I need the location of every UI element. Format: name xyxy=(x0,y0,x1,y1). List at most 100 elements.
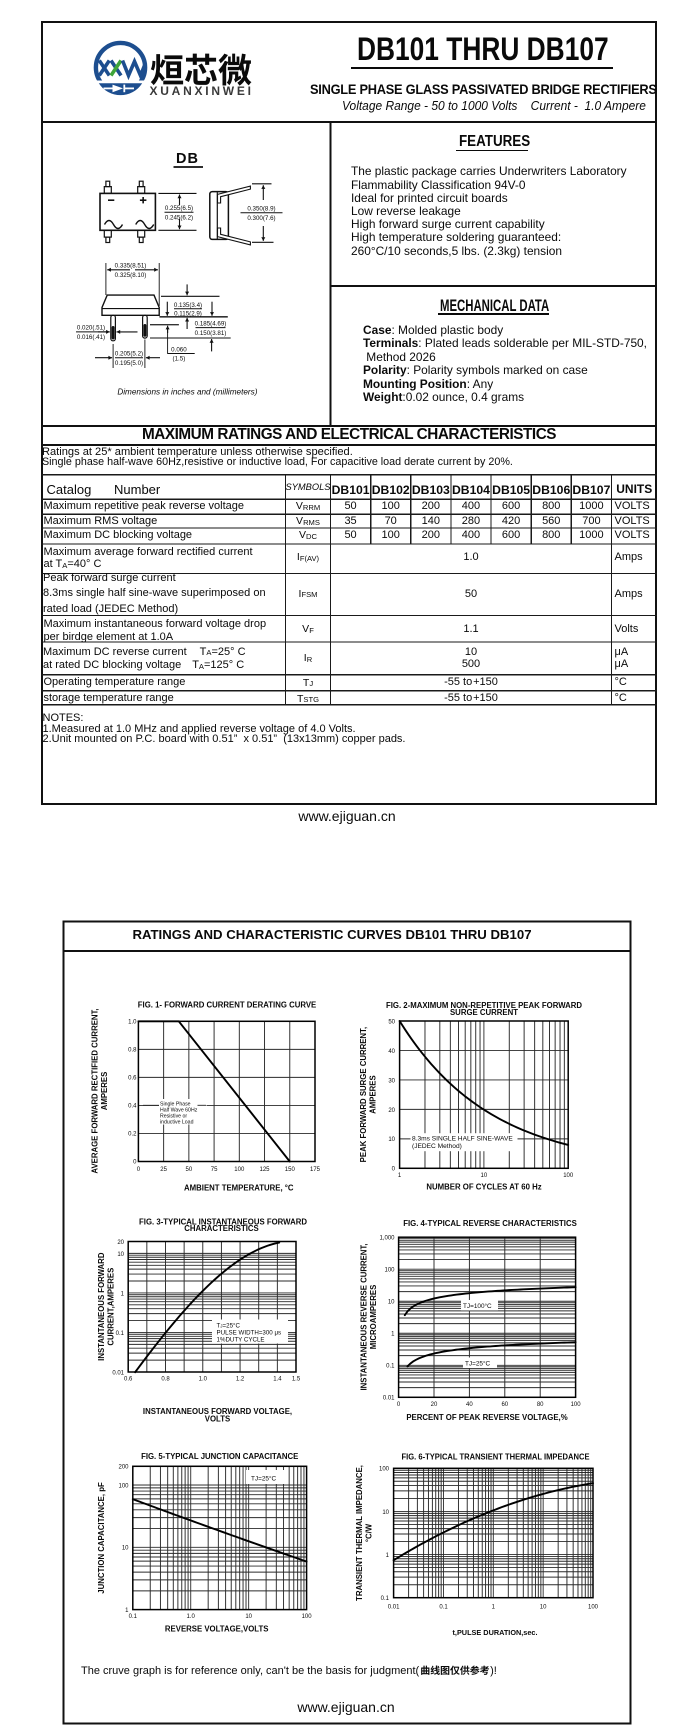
svg-text:)!: )! xyxy=(490,1665,497,1677)
svg-text:JUNCTION CAPACITANCE, pF: JUNCTION CAPACITANCE, pF xyxy=(97,1482,106,1594)
svg-text:INSTANTANEOUS REVERSE CURRENT,: INSTANTANEOUS REVERSE CURRENT, xyxy=(360,1244,369,1391)
svg-text:CHARACTERISTICS: CHARACTERISTICS xyxy=(184,1224,259,1233)
svg-text:100: 100 xyxy=(588,1605,599,1611)
svg-text:INSTANTANEOUS FORWARD VOLTAGE,: INSTANTANEOUS FORWARD VOLTAGE, xyxy=(143,1407,292,1416)
svg-text:10: 10 xyxy=(117,1252,124,1258)
svg-text:10: 10 xyxy=(540,1605,547,1611)
svg-text:175: 175 xyxy=(310,1167,321,1173)
svg-text:0.6: 0.6 xyxy=(124,1377,133,1383)
svg-text:10: 10 xyxy=(388,1300,395,1306)
svg-text:The cruve graph is for referen: The cruve graph is for reference only, c… xyxy=(81,1665,420,1677)
svg-text:0.01: 0.01 xyxy=(388,1605,400,1611)
svg-text:50: 50 xyxy=(388,1019,395,1025)
svg-text:Dimensions in inches and (mill: Dimensions in inches and (millimeters) xyxy=(117,387,257,396)
svg-text:0.1: 0.1 xyxy=(439,1605,448,1611)
svg-text:0: 0 xyxy=(397,1402,401,1408)
svg-text:MICROAMPERES: MICROAMPERES xyxy=(369,1285,378,1350)
svg-text:1: 1 xyxy=(398,1173,402,1179)
svg-text:FIG. 3-TYPICAL INSTANTANEOUS F: FIG. 3-TYPICAL INSTANTANEOUS FORWARD xyxy=(139,1217,307,1226)
svg-text:50: 50 xyxy=(186,1167,193,1173)
svg-text:1,000: 1,000 xyxy=(379,1236,395,1242)
svg-text:40: 40 xyxy=(388,1049,395,1055)
svg-text:0.6: 0.6 xyxy=(128,1076,137,1082)
svg-text:0.245(6.2): 0.245(6.2) xyxy=(165,215,193,222)
svg-text:1.0: 1.0 xyxy=(199,1377,208,1383)
svg-text:AVERAGE FORWARD RECTIFIED CURR: AVERAGE FORWARD RECTIFIED CURRENT, xyxy=(91,1008,100,1173)
svg-text:100: 100 xyxy=(118,1483,129,1489)
svg-text:Resistive or: Resistive or xyxy=(160,1114,187,1120)
svg-text:10: 10 xyxy=(122,1546,129,1552)
svg-text:20: 20 xyxy=(388,1108,395,1114)
svg-text:25: 25 xyxy=(160,1167,167,1173)
svg-text:0: 0 xyxy=(137,1167,141,1173)
svg-text:20: 20 xyxy=(431,1402,438,1408)
svg-text:(JEDEC Method): (JEDEC Method) xyxy=(412,1143,462,1150)
svg-text:SURGE CURRENT: SURGE CURRENT xyxy=(450,1008,518,1017)
svg-text:INSTANTANEOUS FORWARD: INSTANTANEOUS FORWARD xyxy=(97,1252,106,1361)
svg-text:0.185(4.69): 0.185(4.69) xyxy=(195,320,227,327)
svg-text:FIG. 6-TYPICAL TRANSIENT THERM: FIG. 6-TYPICAL TRANSIENT THERMAL IMPEDAN… xyxy=(402,1452,590,1461)
svg-text:1: 1 xyxy=(386,1553,390,1559)
svg-text:1.2: 1.2 xyxy=(236,1377,245,1383)
svg-text:20: 20 xyxy=(117,1240,124,1246)
svg-text:0: 0 xyxy=(392,1167,396,1173)
svg-text:100: 100 xyxy=(379,1467,390,1473)
svg-text:0.1: 0.1 xyxy=(116,1331,125,1337)
svg-text:FIG. 5-TYPICAL JUNCTION CAPACI: FIG. 5-TYPICAL JUNCTION CAPACITANCE xyxy=(141,1452,298,1461)
svg-text:TRANSIENT THERMAL IMPEDANCE,: TRANSIENT THERMAL IMPEDANCE, xyxy=(355,1465,364,1601)
svg-text:TJ=25°C: TJ=25°C xyxy=(251,1474,276,1482)
svg-text:1.5: 1.5 xyxy=(292,1377,301,1383)
svg-text:0.195(5.0): 0.195(5.0) xyxy=(115,360,143,367)
svg-text:30: 30 xyxy=(388,1078,395,1084)
svg-text:0.255(6.5): 0.255(6.5) xyxy=(165,205,193,212)
svg-text:DB: DB xyxy=(176,151,199,167)
svg-text:0.060: 0.060 xyxy=(171,346,187,353)
svg-text:t,PULSE DURATION,sec.: t,PULSE DURATION,sec. xyxy=(452,1628,537,1637)
svg-text:VOLTS: VOLTS xyxy=(205,1414,230,1423)
svg-text:0.8: 0.8 xyxy=(128,1048,137,1054)
svg-text:1: 1 xyxy=(125,1608,129,1614)
svg-text:0.020(.51): 0.020(.51) xyxy=(77,325,105,332)
svg-text:0.1: 0.1 xyxy=(381,1596,390,1602)
svg-text:(1.5): (1.5) xyxy=(173,355,186,362)
svg-text:0.135(3.4): 0.135(3.4) xyxy=(174,302,202,309)
svg-text:PERCENT OF PEAK REVERSE VOLTAG: PERCENT OF PEAK REVERSE VOLTAGE,% xyxy=(406,1413,567,1422)
svg-text:0.150(3.81): 0.150(3.81) xyxy=(195,330,227,337)
svg-text:PEAK FORWARD SURGE CURRENT,: PEAK FORWARD SURGE CURRENT, xyxy=(359,1027,368,1162)
svg-text:1: 1 xyxy=(492,1605,496,1611)
svg-text:AMPERES: AMPERES xyxy=(100,1072,109,1111)
svg-text:Single Phase: Single Phase xyxy=(160,1102,191,1108)
svg-text:0.2: 0.2 xyxy=(128,1132,137,1138)
svg-text:0.1: 0.1 xyxy=(129,1614,138,1620)
svg-text:REVERSE VOLTAGE,VOLTS: REVERSE VOLTAGE,VOLTS xyxy=(165,1624,269,1633)
svg-text:0.01: 0.01 xyxy=(112,1370,124,1376)
svg-text:0.335(8.51): 0.335(8.51) xyxy=(115,263,147,270)
svg-text:150: 150 xyxy=(285,1167,296,1173)
svg-text:1.4: 1.4 xyxy=(273,1377,282,1383)
svg-text:CURRENT,AMPERES: CURRENT,AMPERES xyxy=(107,1268,116,1346)
svg-text:NUMBER OF CYCLES AT 60 Hz: NUMBER OF CYCLES AT 60 Hz xyxy=(426,1183,541,1192)
svg-text:0.4: 0.4 xyxy=(128,1104,137,1110)
svg-text:FIG. 2-MAXIMUM NON-REPETITIVE: FIG. 2-MAXIMUM NON-REPETITIVE PEAK FORWA… xyxy=(386,1001,582,1010)
svg-text:0.325(8.10): 0.325(8.10) xyxy=(115,272,147,279)
svg-text:inductive Load: inductive Load xyxy=(160,1120,194,1126)
svg-text:0: 0 xyxy=(133,1160,137,1166)
svg-text:FIG. 1- FORWARD CURRENT DERATI: FIG. 1- FORWARD CURRENT DERATING CURVE xyxy=(138,1001,316,1010)
svg-text:200: 200 xyxy=(118,1465,129,1471)
svg-text:1.0: 1.0 xyxy=(128,1020,137,1026)
svg-text:0.350(8.9): 0.350(8.9) xyxy=(247,206,275,213)
svg-text:1.0: 1.0 xyxy=(187,1614,196,1620)
svg-text:80: 80 xyxy=(537,1402,544,1408)
svg-text:TJ=25°C: TJ=25°C xyxy=(217,1322,241,1329)
svg-text:PULSE WIDTH=300 μs: PULSE WIDTH=300 μs xyxy=(217,1330,282,1337)
svg-text:TJ=25°C: TJ=25°C xyxy=(465,1359,490,1367)
svg-text:100: 100 xyxy=(384,1268,395,1274)
svg-text:°C/W: °C/W xyxy=(365,1523,374,1542)
svg-text:0.115(2.9): 0.115(2.9) xyxy=(174,310,202,317)
svg-text:100: 100 xyxy=(302,1614,313,1620)
svg-text:Half Wave 60Hz: Half Wave 60Hz xyxy=(160,1108,198,1114)
svg-text:10: 10 xyxy=(245,1614,252,1620)
svg-text:AMBIENT TEMPERATURE, °C: AMBIENT TEMPERATURE, °C xyxy=(184,1184,294,1193)
svg-text:100: 100 xyxy=(234,1167,245,1173)
svg-text:125: 125 xyxy=(259,1167,270,1173)
